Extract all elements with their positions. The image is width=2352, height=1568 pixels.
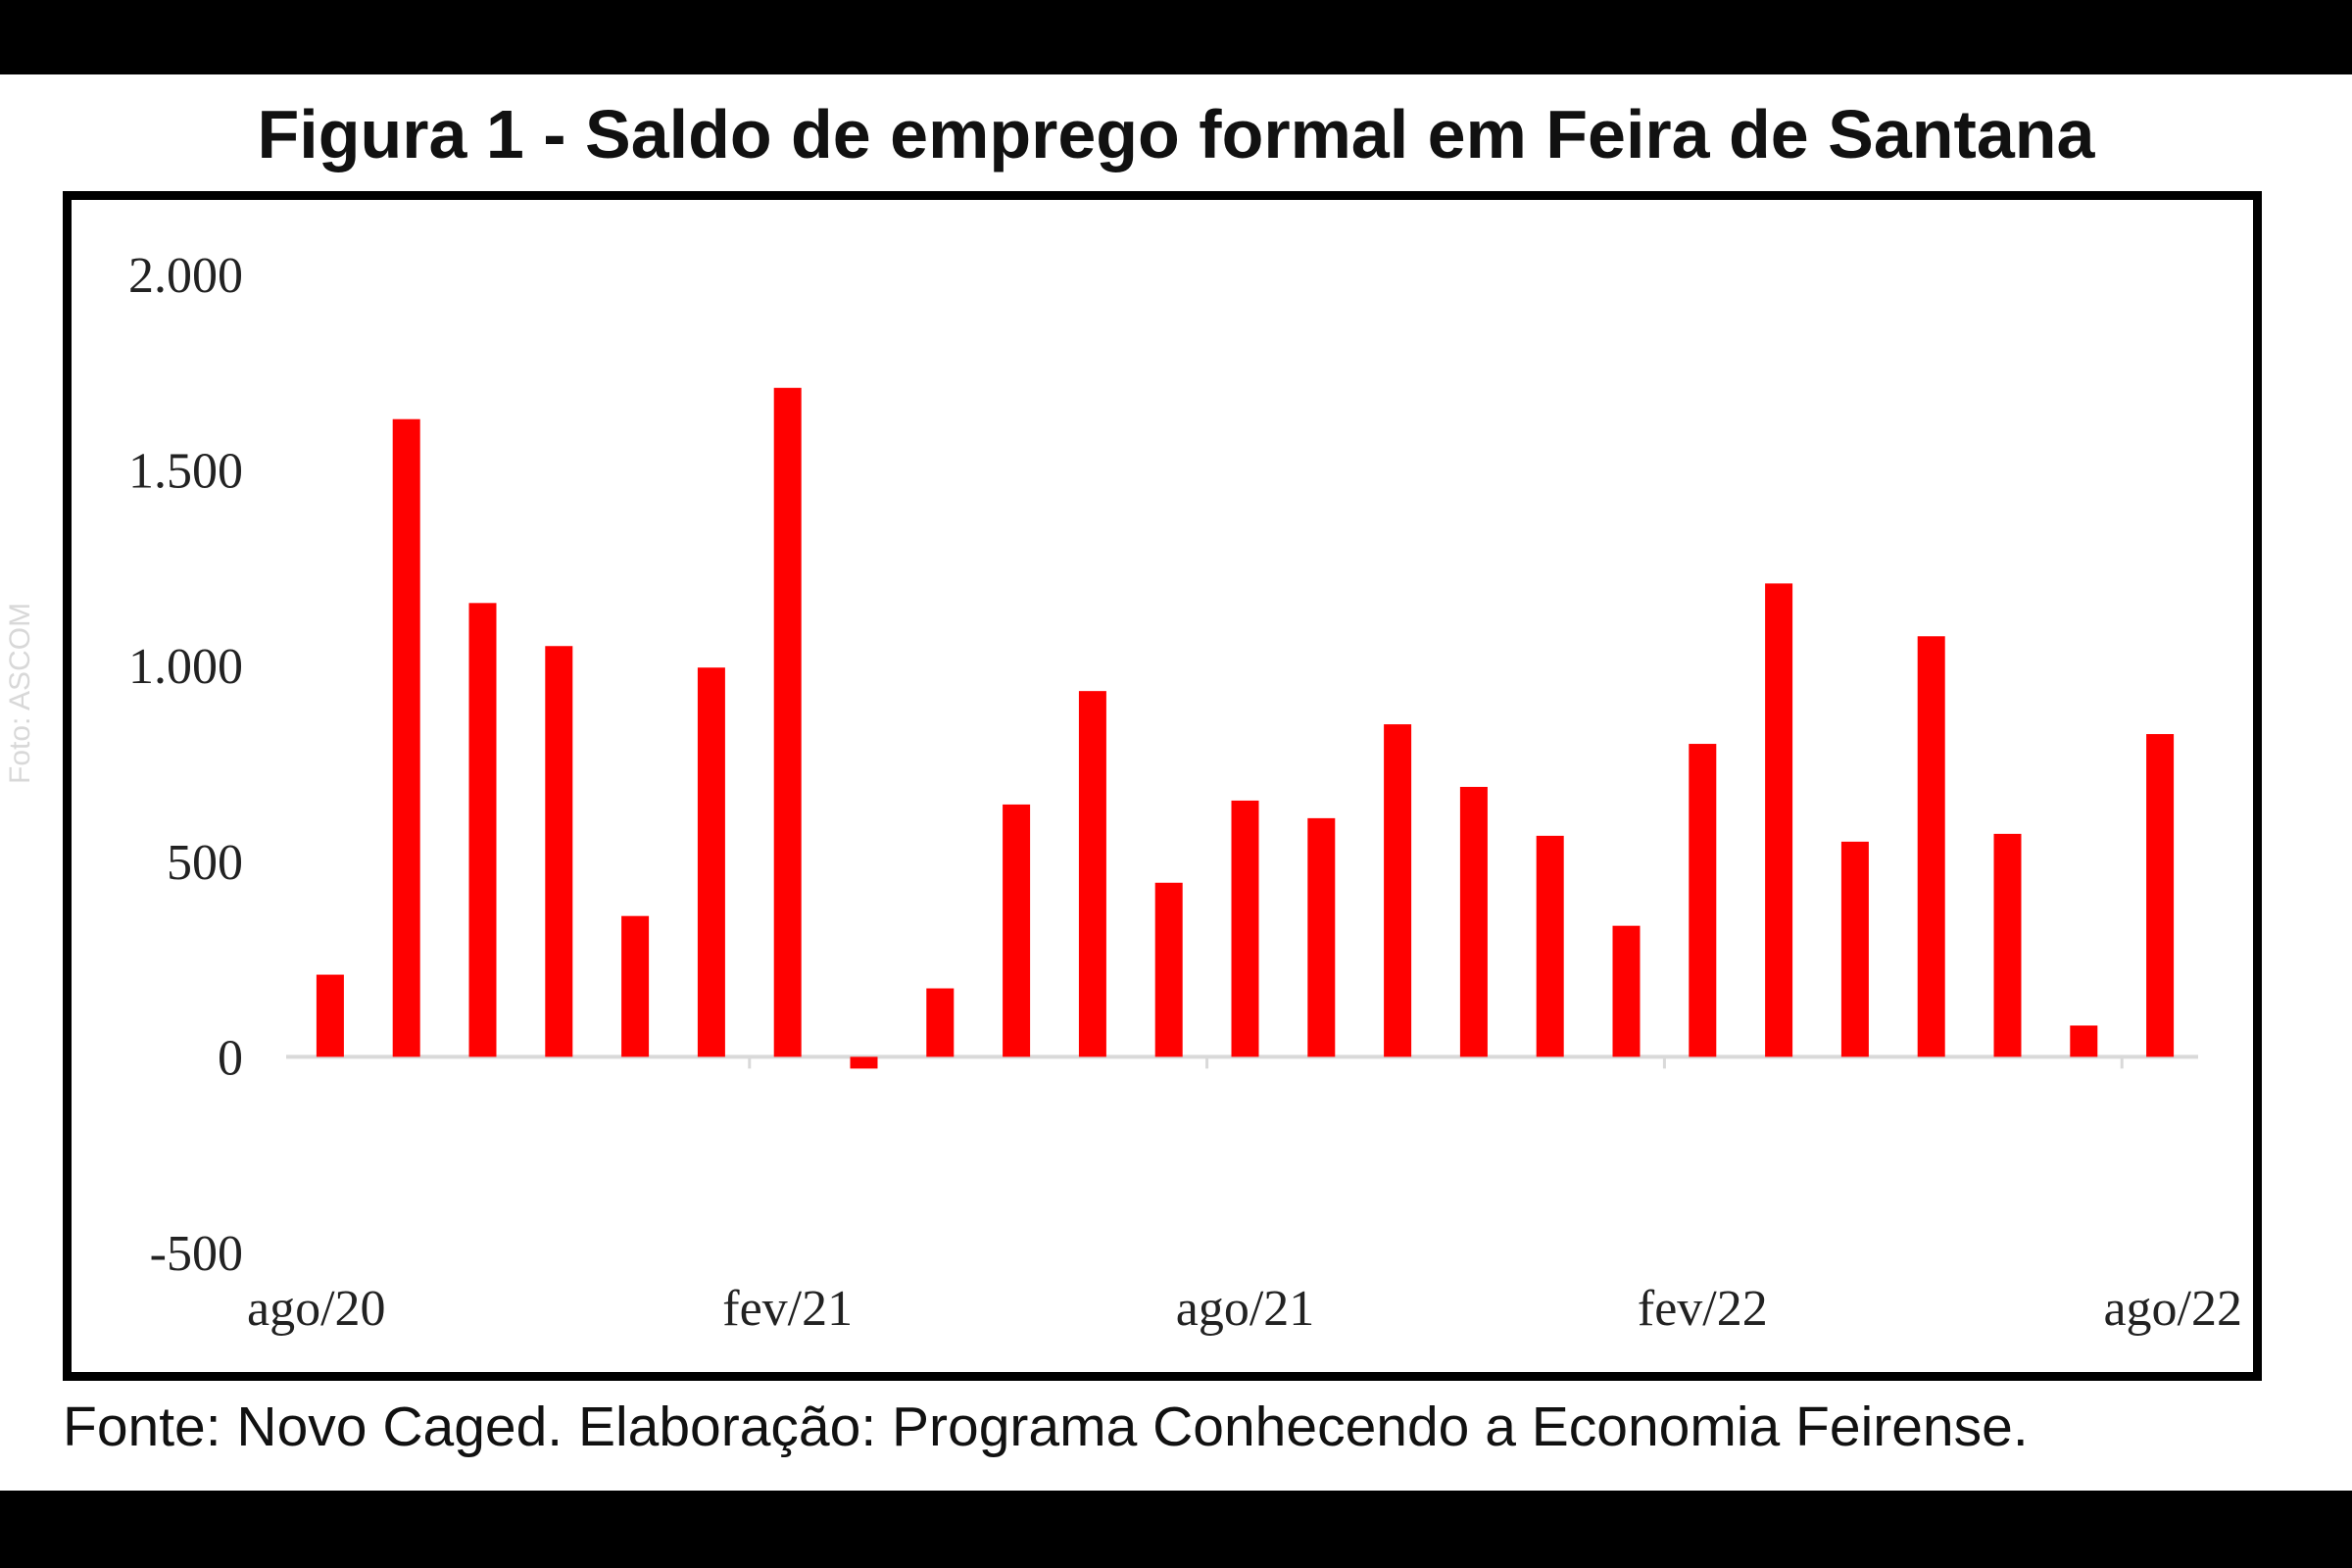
y-tick-label: 1.000 [128,639,243,695]
bar-ago-22 [2146,734,2175,1057]
chart-frame: 2.000 1.500 1.000 500 0 -500 ago/20 fev/21 ago/2… [63,191,2262,1381]
bar-jan-21 [697,667,725,1057]
bar-mai-21 [1003,804,1031,1057]
top-letterbox [0,0,2352,74]
bar-dez-20 [621,915,650,1057]
bar-dez-21 [1536,835,1564,1057]
bar-nov-20 [545,646,573,1057]
x-tick-label: ago/20 [247,1281,386,1337]
chart-title: Figura 1 - Saldo de emprego formal em Fe… [257,96,2095,172]
bar-set-20 [392,418,420,1057]
bar-jul-22 [2070,1025,2098,1057]
bar-abr-21 [926,988,955,1057]
bar-nov-21 [1459,786,1488,1057]
bottom-letterbox [0,1491,2352,1568]
bar-mai-22 [1917,636,1945,1057]
y-tick-label: 2.000 [128,248,243,304]
x-tick-label: fev/21 [722,1281,853,1337]
bar-ago-20 [316,974,344,1057]
y-tick-label: 0 [218,1030,243,1086]
bar-ago-21 [1231,800,1259,1057]
bar-jan-22 [1612,925,1641,1057]
bar-mar-21 [850,1056,878,1069]
photo-credit: Foto: ASCOM [4,602,36,784]
x-tick-label: fev/22 [1638,1281,1768,1337]
x-tick-label: ago/22 [2103,1281,2242,1337]
bar-out-20 [468,603,497,1057]
bar-out-21 [1384,724,1412,1057]
bar-set-21 [1307,817,1336,1057]
y-tick-label: -500 [150,1226,243,1282]
source-note: Fonte: Novo Caged. Elaboração: Programa … [63,1396,2029,1458]
bar-abr-22 [1840,841,1869,1057]
y-tick-label: 500 [167,835,243,891]
bar-fev-21 [773,387,802,1057]
bar-mar-22 [1765,583,1793,1057]
bar-jul-21 [1154,882,1183,1057]
y-tick-label: 1.500 [128,444,243,500]
bar-jun-22 [1993,833,2022,1057]
bar-jun-21 [1078,691,1106,1057]
x-tick-label: ago/21 [1176,1281,1315,1337]
bar-fev-22 [1689,744,1717,1057]
